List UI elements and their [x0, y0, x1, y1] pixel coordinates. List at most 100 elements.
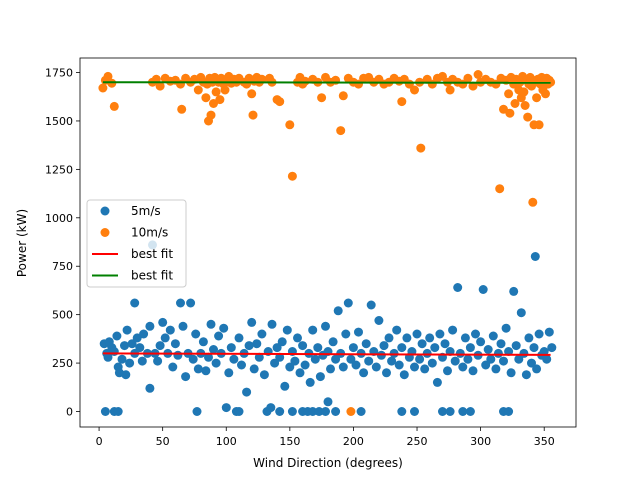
- scatter-point: [186, 298, 196, 308]
- scatter-point: [450, 356, 460, 366]
- x-axis-ticks: 0 50 100 150 200 250 300 350: [96, 427, 555, 448]
- scatter-point: [310, 354, 320, 364]
- scatter-point: [237, 360, 246, 370]
- scatter-point: [346, 354, 356, 364]
- scatter-point: [275, 352, 285, 362]
- scatter-point: [272, 343, 282, 353]
- scatter-point: [384, 333, 394, 343]
- scatter-point: [298, 341, 308, 351]
- scatter-point: [120, 341, 129, 351]
- scatter-point: [534, 120, 544, 130]
- scatter-point: [356, 407, 366, 416]
- x-tick-label: 300: [470, 435, 491, 448]
- scatter-point: [160, 333, 170, 343]
- scatter-point: [125, 358, 135, 368]
- scatter-point: [366, 300, 376, 310]
- fit-lines-layer: [102, 81, 551, 356]
- scatter-point: [516, 308, 526, 318]
- scatter-point: [103, 71, 113, 81]
- scatter-point: [314, 407, 324, 416]
- scatter-point: [98, 83, 108, 93]
- y-tick-label: 1500: [45, 115, 73, 128]
- scatter-point: [198, 337, 208, 347]
- scatter-point: [247, 317, 257, 327]
- scatter-point: [473, 70, 483, 79]
- scatter-point: [178, 321, 188, 331]
- scatter-point: [280, 381, 290, 391]
- scatter-point: [219, 323, 229, 333]
- scatter-point: [287, 407, 297, 416]
- y-tick-label: 1750: [45, 67, 73, 80]
- scatter-point: [214, 331, 224, 341]
- scatter-point: [158, 317, 168, 327]
- x-axis-label: Wind Direction (degrees): [253, 456, 403, 470]
- scatter-point: [168, 362, 178, 372]
- scatter-point: [153, 356, 163, 366]
- scatter-point: [435, 329, 445, 339]
- scatter-point: [300, 76, 310, 86]
- scatter-point: [215, 95, 225, 105]
- scatter-point: [379, 341, 389, 351]
- scatter-point: [343, 298, 353, 308]
- scatter-point: [493, 348, 503, 358]
- best-fit-line-3: [102, 81, 551, 84]
- scatter-point: [463, 73, 473, 83]
- scatter-point: [359, 368, 369, 378]
- legend-item: 10m/s: [100, 226, 168, 240]
- scatter-point: [351, 360, 361, 370]
- scatter-point: [504, 347, 514, 356]
- scatter-point: [170, 339, 180, 349]
- scatter-point: [460, 333, 470, 343]
- scatter-point: [542, 354, 552, 364]
- scatter-point: [448, 325, 458, 335]
- scatter-point: [430, 343, 440, 353]
- scatter-point: [165, 325, 175, 335]
- scatter-point: [209, 345, 218, 354]
- scatter-point: [524, 333, 534, 343]
- scatter-point: [249, 364, 259, 374]
- scatter-point: [514, 354, 524, 364]
- scatter-point: [486, 354, 496, 364]
- scatter-point: [458, 362, 468, 372]
- scatter-point: [323, 397, 333, 407]
- scatter-point: [234, 407, 244, 416]
- scatter-point: [275, 97, 285, 107]
- scatter-point: [458, 407, 468, 416]
- legend-item: best fit: [92, 247, 173, 261]
- scatter-point: [201, 93, 211, 103]
- scatter-point: [481, 360, 491, 370]
- scatter-point: [541, 89, 550, 99]
- scatter-point: [496, 339, 506, 349]
- y-tick-label: 500: [52, 309, 73, 322]
- scatter-point: [506, 368, 516, 378]
- legend-item: best fit: [92, 269, 173, 283]
- scatter-point: [328, 337, 338, 347]
- scatter-point: [501, 323, 511, 333]
- scatter-point: [397, 343, 407, 353]
- x-tick-label: 200: [343, 435, 364, 448]
- scatter-point: [201, 366, 211, 376]
- y-axis-ticks: 0 250 500 750 1000 1250 1500 1750: [45, 67, 80, 419]
- scatter-point: [100, 407, 110, 416]
- scatter-point: [275, 407, 285, 416]
- scatter-point: [333, 306, 343, 316]
- scatter-point: [361, 339, 371, 349]
- scatter-point: [103, 352, 113, 362]
- scatter-point: [397, 97, 407, 107]
- scatter-point: [416, 143, 426, 153]
- scatter-point: [499, 356, 508, 366]
- scatter-point: [410, 362, 419, 372]
- y-tick-label: 1000: [45, 212, 73, 225]
- scatter-point: [137, 356, 147, 366]
- scatter-point: [364, 356, 374, 366]
- scatter-point: [308, 325, 318, 335]
- y-tick-label: 250: [52, 357, 73, 370]
- scatter-point: [321, 407, 330, 416]
- scatter-point: [445, 407, 455, 416]
- scatter-point: [519, 87, 529, 97]
- scatter-point: [338, 362, 348, 372]
- scatter-point: [399, 370, 409, 380]
- scatter-point: [532, 364, 542, 374]
- scatter-point: [139, 329, 149, 339]
- series-5m-s: [99, 240, 557, 416]
